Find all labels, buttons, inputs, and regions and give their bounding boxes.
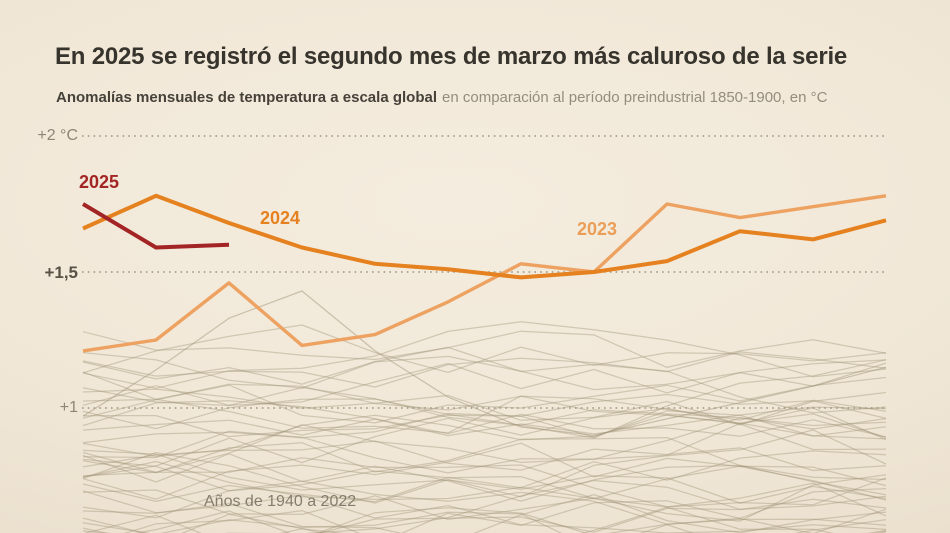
chart-line [82,449,887,504]
chart-line [82,442,887,501]
chart-line [82,453,887,502]
chart-line [82,458,887,522]
chart-line [82,359,887,406]
series-label-2024: 2024 [260,208,301,228]
chart-line [82,500,887,533]
chart-line [82,351,887,388]
chart-line [123,509,887,533]
chart-line [82,383,887,421]
chart-line [82,398,887,430]
chart-line [82,480,887,525]
chart-line [82,493,887,533]
chart-line [82,417,887,473]
chart-line [82,407,887,478]
chart-line [82,400,887,438]
chart-line [82,290,887,436]
chart-line [82,330,887,369]
chart-line [82,460,887,501]
y-axis-label-1-5: +1,5 [44,263,78,282]
subtitle-bold: Anomalías mensuales de temperatura a esc… [56,89,437,106]
chart-line [82,429,887,504]
chart-line [82,359,887,439]
chart-line [82,507,887,533]
chart-line [82,393,887,444]
chart-line [82,324,887,374]
chart-line [82,371,887,440]
chart-line [132,498,887,533]
page-title: En 2025 se registró el segundo mes de ma… [55,43,848,70]
chart-line [82,413,887,474]
chart-line [82,440,887,472]
chart-line [82,436,887,481]
series-label-2023: 2023 [577,219,618,239]
background-years-label: Años de 1940 a 2022 [204,493,357,510]
chart-line [82,457,887,517]
chart-line [82,414,887,458]
subtitle-rest: en comparación al período preindustrial … [442,89,828,106]
chart-line [82,450,887,503]
chart-line [82,406,887,437]
chart-line [82,321,887,389]
y-axis-label-2c: +2 °C [37,127,78,144]
chart-line [82,351,887,391]
series-line-2024 [82,193,887,280]
chart-line [82,479,887,533]
chart-line [82,490,887,533]
chart-line [581,506,835,533]
page-subtitle: Anomalías mensuales de temperatura a esc… [56,89,827,106]
chart-line [82,410,887,438]
chart-line [82,388,887,426]
y-axis-label-1: +1 [59,399,78,416]
chart-line [82,511,695,533]
series-label-2025: 2025 [79,172,120,192]
chart-line [82,477,887,521]
series-line-2025 [81,202,230,250]
series-line-2023 [82,194,887,353]
chart-line [82,376,887,424]
